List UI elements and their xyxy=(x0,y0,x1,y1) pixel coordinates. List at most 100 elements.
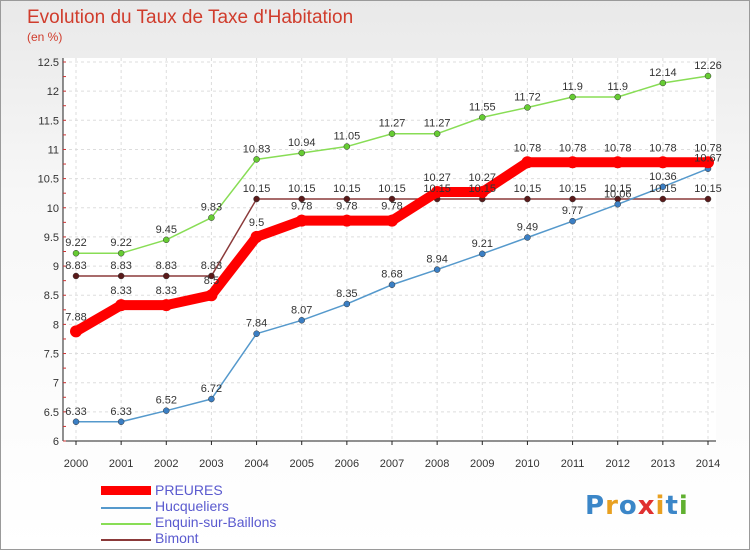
data-label-0: 9.78 xyxy=(336,201,357,213)
legend-swatch-enquin xyxy=(101,523,151,525)
data-point-1 xyxy=(479,250,486,258)
legend-item-hucqueliers: Hucqueliers xyxy=(101,498,361,516)
data-label-0: 10.78 xyxy=(604,142,632,154)
data-label-2: 10.94 xyxy=(288,137,316,149)
data-label-1: 8.94 xyxy=(426,254,447,266)
data-point-0 xyxy=(115,299,128,312)
x-tick-label: 2007 xyxy=(380,458,404,470)
data-label-3: 10.15 xyxy=(423,183,451,195)
data-point-3 xyxy=(569,195,576,203)
data-label-2: 12.26 xyxy=(694,60,722,72)
data-point-2 xyxy=(253,156,260,163)
data-point-2 xyxy=(343,143,351,150)
legend-item-bimont: Bimont xyxy=(101,530,361,548)
data-point-0 xyxy=(431,186,444,199)
data-point-3 xyxy=(253,195,260,203)
data-label-3: 10.15 xyxy=(333,183,361,195)
data-label-1: 8.07 xyxy=(291,304,312,316)
data-point-1 xyxy=(163,407,170,414)
data-label-1: 6.52 xyxy=(156,395,177,407)
data-label-0: 8.33 xyxy=(110,285,131,297)
data-point-3 xyxy=(343,195,351,203)
data-label-3: 10.15 xyxy=(559,183,587,195)
x-tick-label: 2010 xyxy=(515,458,539,470)
legend-label-preures: PREURES xyxy=(155,482,223,498)
legend-label-bimont: Bimont xyxy=(155,530,199,546)
data-point-2 xyxy=(614,93,621,101)
data-label-2: 10.83 xyxy=(243,143,271,155)
x-tick-label: 2014 xyxy=(696,458,720,470)
data-label-3: 8.83 xyxy=(201,260,222,272)
data-label-3: 10.15 xyxy=(514,183,542,195)
x-tick-label: 2006 xyxy=(335,458,359,470)
legend-swatch-hucqueliers xyxy=(101,507,151,509)
data-point-0 xyxy=(611,156,624,169)
data-point-0 xyxy=(295,214,308,227)
logo-letter: P xyxy=(585,491,606,521)
x-tick-label: 2000 xyxy=(64,458,88,470)
data-point-2 xyxy=(479,114,486,121)
data-point-1 xyxy=(208,395,215,403)
legend: PREURES Hucqueliers Enquin-sur-Baillons … xyxy=(101,482,361,548)
x-tick-label: 2012 xyxy=(605,458,629,470)
data-point-2 xyxy=(524,104,531,111)
data-label-3: 10.15 xyxy=(694,183,722,195)
data-point-1 xyxy=(72,418,80,426)
data-label-1: 9.21 xyxy=(472,238,493,250)
y-tick-label: 7.5 xyxy=(44,349,59,361)
data-label-3: 10.15 xyxy=(469,183,497,195)
data-point-2 xyxy=(72,249,80,257)
data-point-2 xyxy=(569,93,576,101)
data-point-1 xyxy=(298,317,305,324)
data-point-0 xyxy=(521,156,534,169)
data-point-2 xyxy=(117,249,125,257)
data-label-2: 11.72 xyxy=(514,91,541,103)
data-label-3: 10.15 xyxy=(288,183,316,195)
data-point-1 xyxy=(388,281,396,288)
data-point-2 xyxy=(298,149,305,157)
data-label-3: 10.15 xyxy=(649,183,677,195)
data-label-2: 11.27 xyxy=(379,118,406,130)
data-point-3 xyxy=(72,272,80,280)
data-label-1: 8.35 xyxy=(336,288,357,300)
data-point-0 xyxy=(160,299,173,312)
data-label-0: 8.5 xyxy=(204,275,219,287)
data-point-0 xyxy=(340,214,353,227)
data-point-3 xyxy=(208,272,215,280)
data-point-2 xyxy=(659,79,667,87)
logo-letter: x xyxy=(637,491,656,521)
data-point-0 xyxy=(386,214,398,227)
x-tick-label: 2013 xyxy=(651,458,675,470)
data-label-1: 7.84 xyxy=(246,318,267,330)
data-label-1: 9.49 xyxy=(517,222,538,234)
chart-subtitle: (en %) xyxy=(27,30,63,44)
proxiti-logo: Proxiti xyxy=(585,491,689,521)
data-label-1: 10.36 xyxy=(649,171,677,183)
legend-item-preures: PREURES xyxy=(101,482,361,500)
data-label-3: 10.15 xyxy=(604,183,632,195)
plot-area xyxy=(63,58,716,441)
data-label-2: 11.9 xyxy=(607,81,628,93)
data-point-0 xyxy=(656,156,669,169)
y-tick-label: 10 xyxy=(47,203,59,215)
y-tick-label: 9 xyxy=(53,261,59,273)
data-point-1 xyxy=(117,418,125,426)
logo-letter: r xyxy=(605,491,619,521)
data-point-1 xyxy=(433,266,441,273)
x-tick-label: 2009 xyxy=(470,458,494,470)
data-label-0: 10.78 xyxy=(514,142,542,154)
legend-swatch-bimont xyxy=(101,539,151,541)
y-tick-label: 11.5 xyxy=(38,115,59,127)
data-label-0: 10.78 xyxy=(559,142,587,154)
legend-label-hucqueliers: Hucqueliers xyxy=(155,498,229,514)
legend-swatch-preures xyxy=(101,486,151,495)
legend-label-enquin: Enquin-sur-Baillons xyxy=(155,514,277,530)
data-point-1 xyxy=(343,300,351,308)
data-label-3: 8.83 xyxy=(110,260,131,272)
x-tick-label: 2011 xyxy=(561,458,585,470)
data-point-1 xyxy=(524,234,531,241)
data-label-2: 9.83 xyxy=(201,202,222,214)
x-tick-label: 2008 xyxy=(425,458,449,470)
data-point-3 xyxy=(704,195,712,203)
